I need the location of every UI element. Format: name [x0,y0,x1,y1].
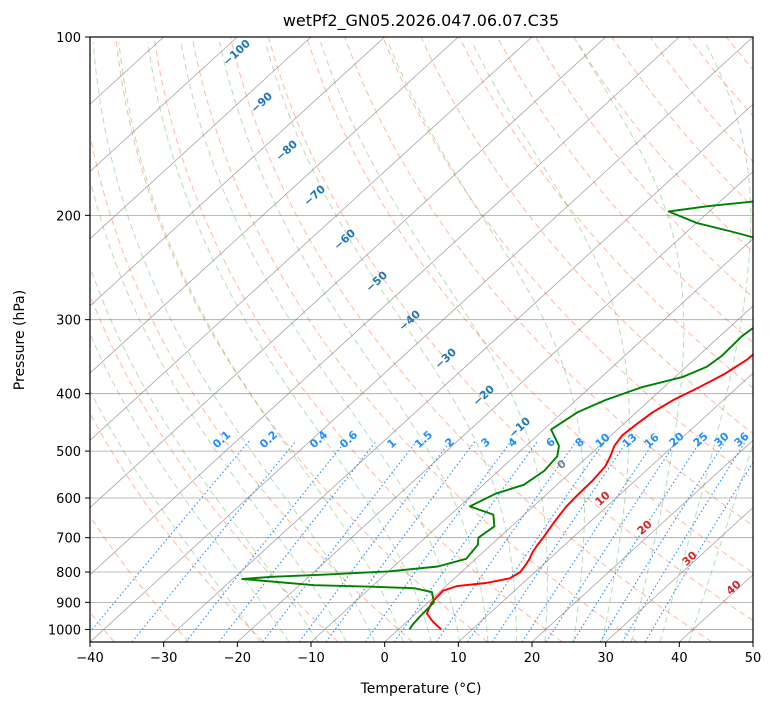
dry-adiabat-line [535,37,753,298]
x-tick-label: −40 [76,651,103,666]
mixing-ratio-line [364,440,512,642]
isotherm-line [90,37,385,307]
mixing-ratio-line [325,440,476,642]
moist-adiabat-line [688,442,753,642]
moist-adiabat-line [471,41,630,642]
x-tick-label: 40 [671,651,688,666]
mixing-ratio-line [467,440,606,642]
pressure-grid [90,37,753,630]
mixing-ratio-line [435,440,578,642]
isotherm-line [90,37,312,240]
y-tick-label: 1000 [48,623,81,638]
isotherm-line [90,37,459,374]
dry-adiabat-line [191,37,638,642]
isotherm-line [752,641,753,642]
x-tick-label: 0 [381,651,389,666]
dry-adiabat-line [496,37,753,344]
mixing-ratio-line [90,440,251,633]
mixing-ratio-line [644,461,753,642]
dry-adiabat-line [90,412,264,642]
moist-adiabat-line [90,332,290,642]
isotherm-line [90,37,606,509]
x-tick-label: −20 [224,651,251,666]
isotherm-line [90,37,680,576]
chart-title: wetPf2_GN05.2026.047.06.07.C35 [283,11,559,31]
temperature-profile-line [425,353,753,631]
dry-adiabat-line [153,37,563,642]
y-tick-label: 200 [56,209,81,224]
moist-adiabat-line [265,41,517,642]
isotherm-line [90,37,238,172]
isotherm-line [310,238,753,642]
moist-adiabat-line [92,42,376,642]
x-tick-label: 50 [745,651,762,666]
mixing-ratio-line [599,440,727,642]
dry-adiabat-line [90,515,190,642]
y-tick-label: 800 [56,566,81,581]
moist-adiabat-line [219,41,489,642]
dry-adiabat-line [306,37,753,574]
dewpoint-profile-line [241,200,753,630]
isotherm-line [458,372,753,642]
x-tick-label: −10 [297,651,324,666]
moist-adiabat-line [147,42,432,642]
y-tick-label: 400 [56,388,81,403]
moist-adiabat-line [576,41,685,642]
moist-adiabat-line [118,42,404,642]
x-tick-label: 20 [524,651,541,666]
isotherm-line [90,37,753,642]
y-tick-label: 100 [56,31,81,46]
x-tick-label: 30 [597,651,614,666]
y-axis: 100 200 300 400 500 600 700 800 900 1000 [48,31,90,638]
y-tick-label: 600 [56,492,81,507]
moist-adiabat-line [90,177,347,642]
mixing-ratio-line [521,440,656,642]
moist-adiabat-line [659,41,752,642]
background-lines [90,37,775,642]
y-tick-label: 700 [56,532,81,547]
isotherm-line [163,103,753,642]
dry-adiabat-line [115,37,488,642]
x-tick-label: 10 [450,651,467,666]
moist-adiabat-line [90,389,261,642]
x-axis-label: Temperature (°C) [360,681,482,697]
isotherm-line [531,439,753,642]
mixing-ratio-line [545,440,678,642]
x-axis: −40 −30 −20 −10 0 10 20 30 40 50 [76,642,761,666]
mixing-ratio-line [131,440,297,642]
dry-adiabat-line [764,37,775,642]
isotherm-line [90,37,533,441]
x-tick-label: −30 [150,651,177,666]
moist-adiabat-line [320,41,548,642]
mixing-ratio-line [621,440,747,642]
mixing-ratio-line [218,440,378,642]
isotherm-line [384,305,753,642]
dry-adiabat-line [267,37,753,622]
y-tick-label: 300 [56,314,81,329]
y-axis-label: Pressure (hPa) [12,290,28,390]
dry-adiabat-line [90,131,414,642]
dry-adiabat-line [229,37,712,642]
dry-adiabat-line [382,37,753,481]
mixing-ratio-line [491,440,629,642]
profiles [241,200,753,631]
isotherm-line [237,170,753,642]
y-tick-label: 500 [56,445,81,460]
mixing-ratio-line [572,440,702,642]
isotherm-line [605,507,753,642]
moist-adiabat-line [90,265,319,642]
moist-adiabat-line [180,42,461,642]
y-tick-label: 900 [56,596,81,611]
plot-frame [89,36,754,643]
